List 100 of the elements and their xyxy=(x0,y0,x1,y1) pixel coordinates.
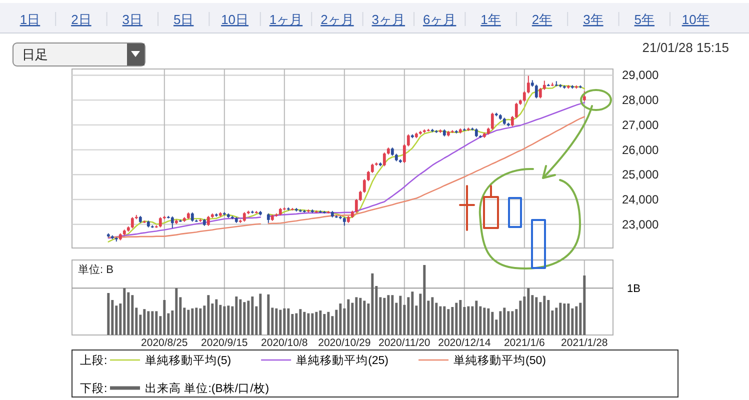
bar xyxy=(487,308,490,335)
bar xyxy=(491,312,494,335)
legend-title: 上段: xyxy=(80,354,108,367)
y-tick-label: 27,000 xyxy=(622,118,660,132)
bar xyxy=(567,304,570,335)
candlestick xyxy=(158,216,162,228)
bar xyxy=(527,288,530,335)
bar xyxy=(319,310,322,335)
bar xyxy=(363,300,366,335)
bar xyxy=(303,312,306,335)
bar xyxy=(307,313,310,335)
bar xyxy=(535,297,538,335)
bar xyxy=(123,288,126,335)
bar xyxy=(387,295,390,335)
bar xyxy=(503,308,506,335)
text: 2日 xyxy=(71,12,92,27)
bar xyxy=(143,309,146,335)
bar xyxy=(327,312,330,335)
bar xyxy=(267,294,270,335)
bar xyxy=(511,311,514,335)
y-tick-label: 29,000 xyxy=(622,68,660,82)
candlestick xyxy=(130,216,134,229)
bar xyxy=(411,292,414,335)
bar xyxy=(475,300,478,335)
bar xyxy=(459,300,462,335)
bar xyxy=(563,304,566,335)
bar xyxy=(371,273,374,335)
legend-label: 出来高 単位:(B株/口/枚) xyxy=(145,381,270,395)
bar xyxy=(275,308,278,335)
candlestick xyxy=(542,80,546,90)
candlestick xyxy=(582,90,586,102)
bar xyxy=(455,302,458,335)
x-tick-label: 2020/12/14 xyxy=(438,337,491,349)
bar xyxy=(155,311,158,335)
y-tick-label: 23,000 xyxy=(622,217,660,232)
text: 2ヶ月 xyxy=(320,12,354,27)
bar xyxy=(259,294,262,335)
bar xyxy=(175,288,178,335)
text: 5日 xyxy=(173,12,194,27)
candlestick xyxy=(490,112,494,130)
x-tick-label: 2020/10/29 xyxy=(318,337,371,349)
bar xyxy=(519,300,522,335)
candlestick xyxy=(382,152,386,167)
candlestick xyxy=(406,134,410,147)
y-axis-title: 単位: B xyxy=(78,264,114,276)
text: 1日 xyxy=(20,12,40,27)
x-tick-label: 2021/1/6 xyxy=(504,337,545,349)
bar xyxy=(559,302,562,335)
bar xyxy=(187,310,190,335)
text: 日足 xyxy=(22,47,48,62)
bar xyxy=(443,306,446,335)
bar xyxy=(107,293,110,335)
x-tick-label: 2020/8/25 xyxy=(141,337,188,349)
bar xyxy=(147,311,150,335)
bar xyxy=(499,311,502,335)
legend-label: 単純移動平均(25) xyxy=(296,354,389,367)
legend-title: 下段: xyxy=(80,382,108,395)
bar xyxy=(399,296,402,335)
bar xyxy=(347,299,350,335)
candlestick xyxy=(354,198,358,214)
text: 21/01/28 15:15 xyxy=(642,40,729,55)
candlestick xyxy=(266,212,270,224)
bar xyxy=(391,295,394,335)
bar xyxy=(251,296,254,335)
bar xyxy=(447,309,450,335)
bar xyxy=(383,298,386,335)
bar xyxy=(315,312,318,335)
ref-line-label: 1B xyxy=(627,283,640,296)
bar xyxy=(467,306,470,335)
bar xyxy=(423,265,426,335)
bar xyxy=(543,296,546,335)
text: 3日 xyxy=(122,12,143,27)
candlestick xyxy=(362,178,366,194)
bar xyxy=(575,306,578,335)
candlestick xyxy=(190,212,194,222)
bar xyxy=(431,297,434,335)
candlestick xyxy=(366,170,370,182)
bar xyxy=(215,299,218,335)
bar xyxy=(223,306,226,335)
candlestick xyxy=(402,144,406,164)
candlestick xyxy=(370,163,374,174)
y-tick-label: 24,000 xyxy=(622,192,660,207)
candlestick xyxy=(170,216,174,229)
legend-label: 単純移動平均(50) xyxy=(454,354,546,367)
bar xyxy=(355,297,358,335)
bar xyxy=(451,307,454,335)
text: 1ヶ月 xyxy=(269,12,303,27)
candlestick xyxy=(522,90,526,102)
bar xyxy=(151,311,154,335)
candlestick xyxy=(538,87,542,99)
text: 6ヶ月 xyxy=(422,12,456,27)
legend-label: 単純移動平均(5) xyxy=(145,354,232,367)
bar xyxy=(247,300,250,335)
bar xyxy=(287,308,290,335)
candlestick xyxy=(358,190,362,202)
candlestick xyxy=(206,215,210,226)
candlestick xyxy=(534,84,538,99)
bar xyxy=(283,308,286,335)
text: 1年 xyxy=(480,12,501,27)
text: 10日 xyxy=(221,12,249,27)
